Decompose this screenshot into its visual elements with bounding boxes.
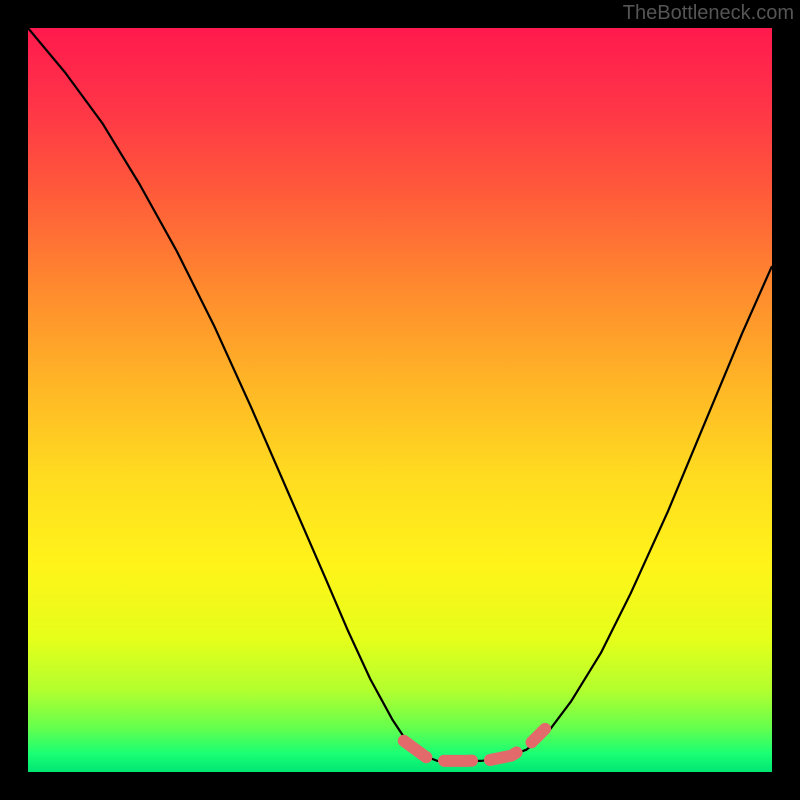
attribution-text: TheBottleneck.com	[623, 2, 794, 25]
curve-layer	[28, 28, 772, 772]
optimal-range-marker	[404, 729, 545, 761]
plot-area	[28, 28, 772, 772]
chart-container: TheBottleneck.com	[0, 0, 800, 800]
bottleneck-curve	[28, 28, 772, 761]
